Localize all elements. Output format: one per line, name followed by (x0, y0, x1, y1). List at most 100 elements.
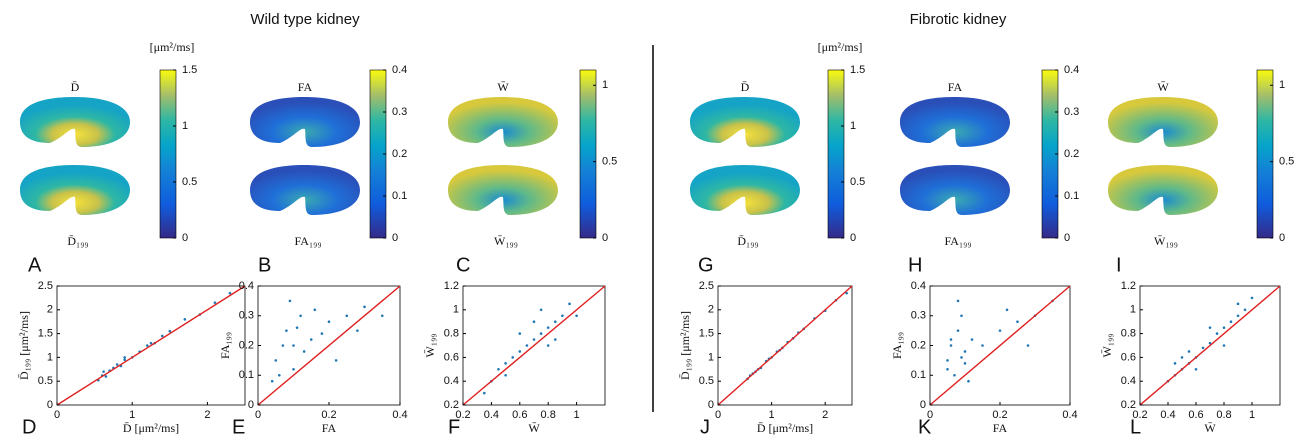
colorbar-tick-label: 0 (602, 232, 608, 244)
y-axis-label: FA₁₉₉ (218, 332, 232, 359)
point (285, 329, 288, 332)
colorbar (579, 69, 597, 239)
point (554, 338, 557, 341)
colorbar (1256, 69, 1274, 239)
y-tick-label: 0.2 (444, 399, 459, 411)
y-tick-label: 0.1 (911, 369, 926, 381)
map-label: W̄₁₉₉ (1154, 234, 1178, 248)
point (213, 301, 217, 304)
point (320, 332, 324, 335)
x-axis-label: FA (993, 421, 1008, 435)
y-tick-label: 0.2 (239, 339, 254, 351)
kidney-map (448, 97, 558, 147)
point (561, 314, 564, 318)
y-tick-label: 0.8 (444, 328, 459, 340)
x-tick-label: 0.8 (541, 409, 556, 421)
colorbar-tick-label: 0.1 (392, 190, 407, 202)
point (145, 344, 149, 347)
point (292, 368, 295, 371)
plot-frame (717, 285, 853, 406)
y-tick-label: 0 (47, 399, 53, 411)
map-label: D̄₁₉₉ (737, 234, 758, 248)
point (183, 318, 187, 321)
point (504, 373, 507, 377)
plot-frame (1139, 285, 1281, 406)
point (546, 326, 550, 329)
point (1005, 308, 1009, 312)
x-axis-label: W̄ (1204, 421, 1216, 435)
kidney-maps (20, 97, 1218, 215)
point (1201, 346, 1205, 350)
x-axis-label: D̄ [μm²/ms] (757, 421, 813, 435)
colorbar-tick-label: 0.2 (392, 148, 407, 160)
point (115, 363, 119, 366)
map-label: W̄ (1157, 80, 1169, 94)
y-tick-label: 2.5 (38, 280, 53, 292)
y-tick-label: 0.1 (239, 369, 254, 381)
y-tick-label: 0.6 (1121, 351, 1136, 363)
point (334, 359, 338, 362)
map-label: D̄ (71, 80, 80, 94)
point (228, 291, 232, 295)
panel-letter: E (232, 416, 245, 438)
kidney-map (690, 97, 800, 147)
point (539, 332, 543, 335)
point (568, 302, 571, 306)
kidney-map (20, 165, 130, 215)
colorbar-tick-label: 0 (850, 232, 856, 244)
point (278, 373, 281, 377)
y-axis-label: W̄₁₉₉ (423, 334, 437, 358)
y-tick-label: 0.5 (699, 375, 714, 387)
group-title: Wild type kidney (250, 11, 360, 28)
y-tick-label: 0 (248, 399, 254, 411)
panel-letter: C (456, 254, 470, 276)
point (313, 308, 317, 312)
map-label: FA (298, 80, 313, 94)
point (554, 320, 557, 324)
x-axis-label: FA (322, 421, 337, 435)
x-tick-label: 0.2 (1132, 409, 1147, 421)
kidney-map (20, 97, 130, 147)
point (102, 370, 105, 373)
point (1026, 344, 1030, 347)
y-tick-label: 0.5 (38, 375, 53, 387)
point (998, 329, 1002, 332)
y-tick-label: 2 (47, 304, 53, 316)
y-tick-label: 1 (453, 304, 459, 316)
x-axis-label: W̄ (528, 421, 540, 435)
colorbar-unit: [μm²/ms] (818, 40, 863, 54)
point (123, 356, 126, 359)
y-tick-label: 1.5 (699, 328, 714, 340)
colorbar-unit: [μm²/ms] (150, 40, 195, 54)
point (970, 338, 974, 341)
point (956, 299, 960, 303)
y-tick-label: 1.2 (1121, 280, 1136, 292)
point (1243, 308, 1247, 312)
point (960, 356, 963, 359)
colorbar-tick-label: 1 (182, 120, 188, 132)
point (1208, 341, 1212, 345)
colorbar-tick-label: 0.4 (1064, 64, 1079, 76)
y-axis-label: D̄₁₉₉ [μm²/ms] (678, 311, 692, 380)
kidney-map (900, 165, 1010, 215)
point (1222, 326, 1226, 329)
point (281, 344, 285, 347)
y-tick-label: 1.5 (38, 328, 53, 340)
y-tick-label: 0.4 (911, 280, 926, 292)
panel-letter: J (700, 416, 710, 438)
colorbar-tick-label: 1 (1279, 79, 1285, 91)
y-tick-label: 0.4 (444, 375, 459, 387)
y-tick-label: 0.4 (1121, 375, 1136, 387)
point (123, 358, 126, 362)
point (981, 344, 984, 347)
point (967, 379, 970, 383)
point (1187, 350, 1191, 353)
colorbar-tick-label: 0.5 (602, 156, 617, 168)
plot-frame (56, 285, 246, 406)
point (532, 338, 536, 341)
y-tick-label: 0.3 (239, 310, 254, 322)
colorbar (159, 69, 177, 239)
y-tick-label: 0 (920, 399, 926, 411)
colorbar-tick-label: 0 (1064, 232, 1070, 244)
